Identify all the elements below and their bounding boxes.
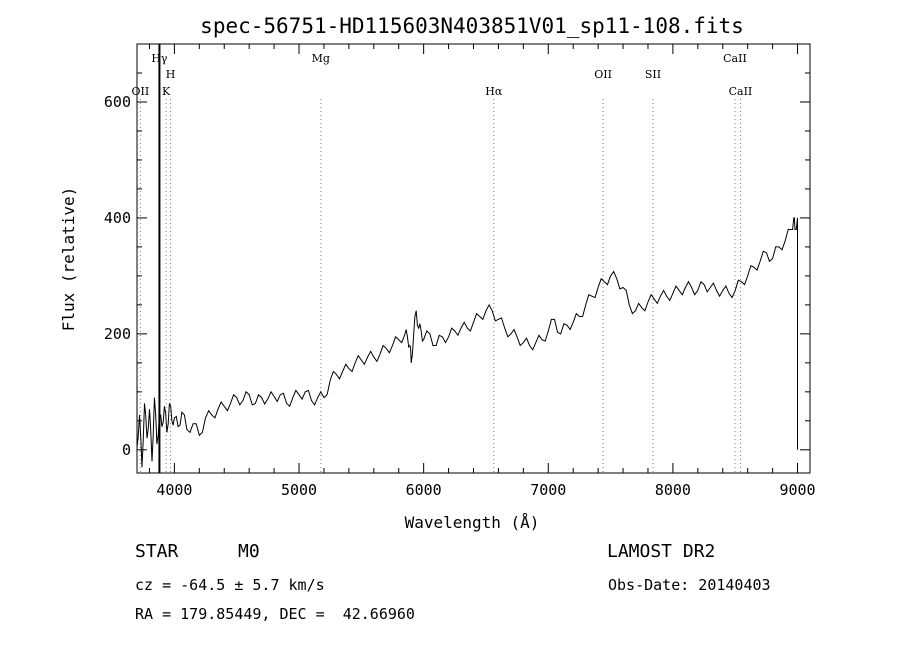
y-tick-label: 0 — [122, 441, 131, 459]
x-tick-label: 7000 — [530, 481, 566, 499]
chart-title: spec-56751-HD115603N403851V01_sp11-108.f… — [200, 14, 744, 38]
object-class: STAR — [135, 541, 179, 562]
spectral-line-label: OII — [132, 85, 150, 98]
spectral-line-markers — [139, 44, 741, 473]
x-tick-label: 9000 — [779, 481, 815, 499]
axis-ticks — [137, 44, 810, 473]
spectral-line-label: OII — [594, 68, 612, 81]
y-tick-label: 400 — [104, 209, 131, 227]
x-tick-label: 5000 — [281, 481, 317, 499]
spectral-line-label: SII — [645, 68, 661, 81]
spectral-line-label: Mg — [312, 52, 330, 65]
spectral-line-labels: OII Hγ KH Mg Hα OII SII CaII CaII — [132, 52, 753, 98]
spectral-line-label: K — [162, 85, 171, 98]
y-tick-label: 600 — [104, 93, 131, 111]
sky-coordinates: RA = 179.85449, DEC = 42.66960 — [135, 605, 415, 623]
x-axis-label: Wavelength (Å) — [405, 513, 540, 532]
object-subclass: M0 — [238, 541, 260, 562]
y-tick-label: 200 — [104, 325, 131, 343]
spectral-line-label: CaII — [723, 52, 747, 65]
spectrum-line — [136, 217, 798, 468]
y-tick-labels: 0 200 400 600 — [104, 93, 131, 459]
x-tick-label: 8000 — [655, 481, 691, 499]
plot-frame — [136, 43, 811, 474]
spectral-line-label: Hα — [485, 85, 503, 98]
x-tick-label: 4000 — [156, 481, 192, 499]
spectral-line-label: Hγ — [151, 52, 168, 65]
x-tick-labels: 4000 5000 6000 7000 8000 9000 — [156, 481, 815, 499]
spectral-line-label: H — [166, 68, 176, 81]
x-tick-label: 6000 — [406, 481, 442, 499]
observation-date: Obs-Date: 20140403 — [608, 576, 771, 594]
spectral-line-label: CaII — [729, 85, 753, 98]
redshift-velocity: cz = -64.5 ± 5.7 km/s — [135, 576, 325, 594]
y-axis-label: Flux (relative) — [59, 187, 78, 332]
survey-name: LAMOST DR2 — [607, 541, 716, 562]
